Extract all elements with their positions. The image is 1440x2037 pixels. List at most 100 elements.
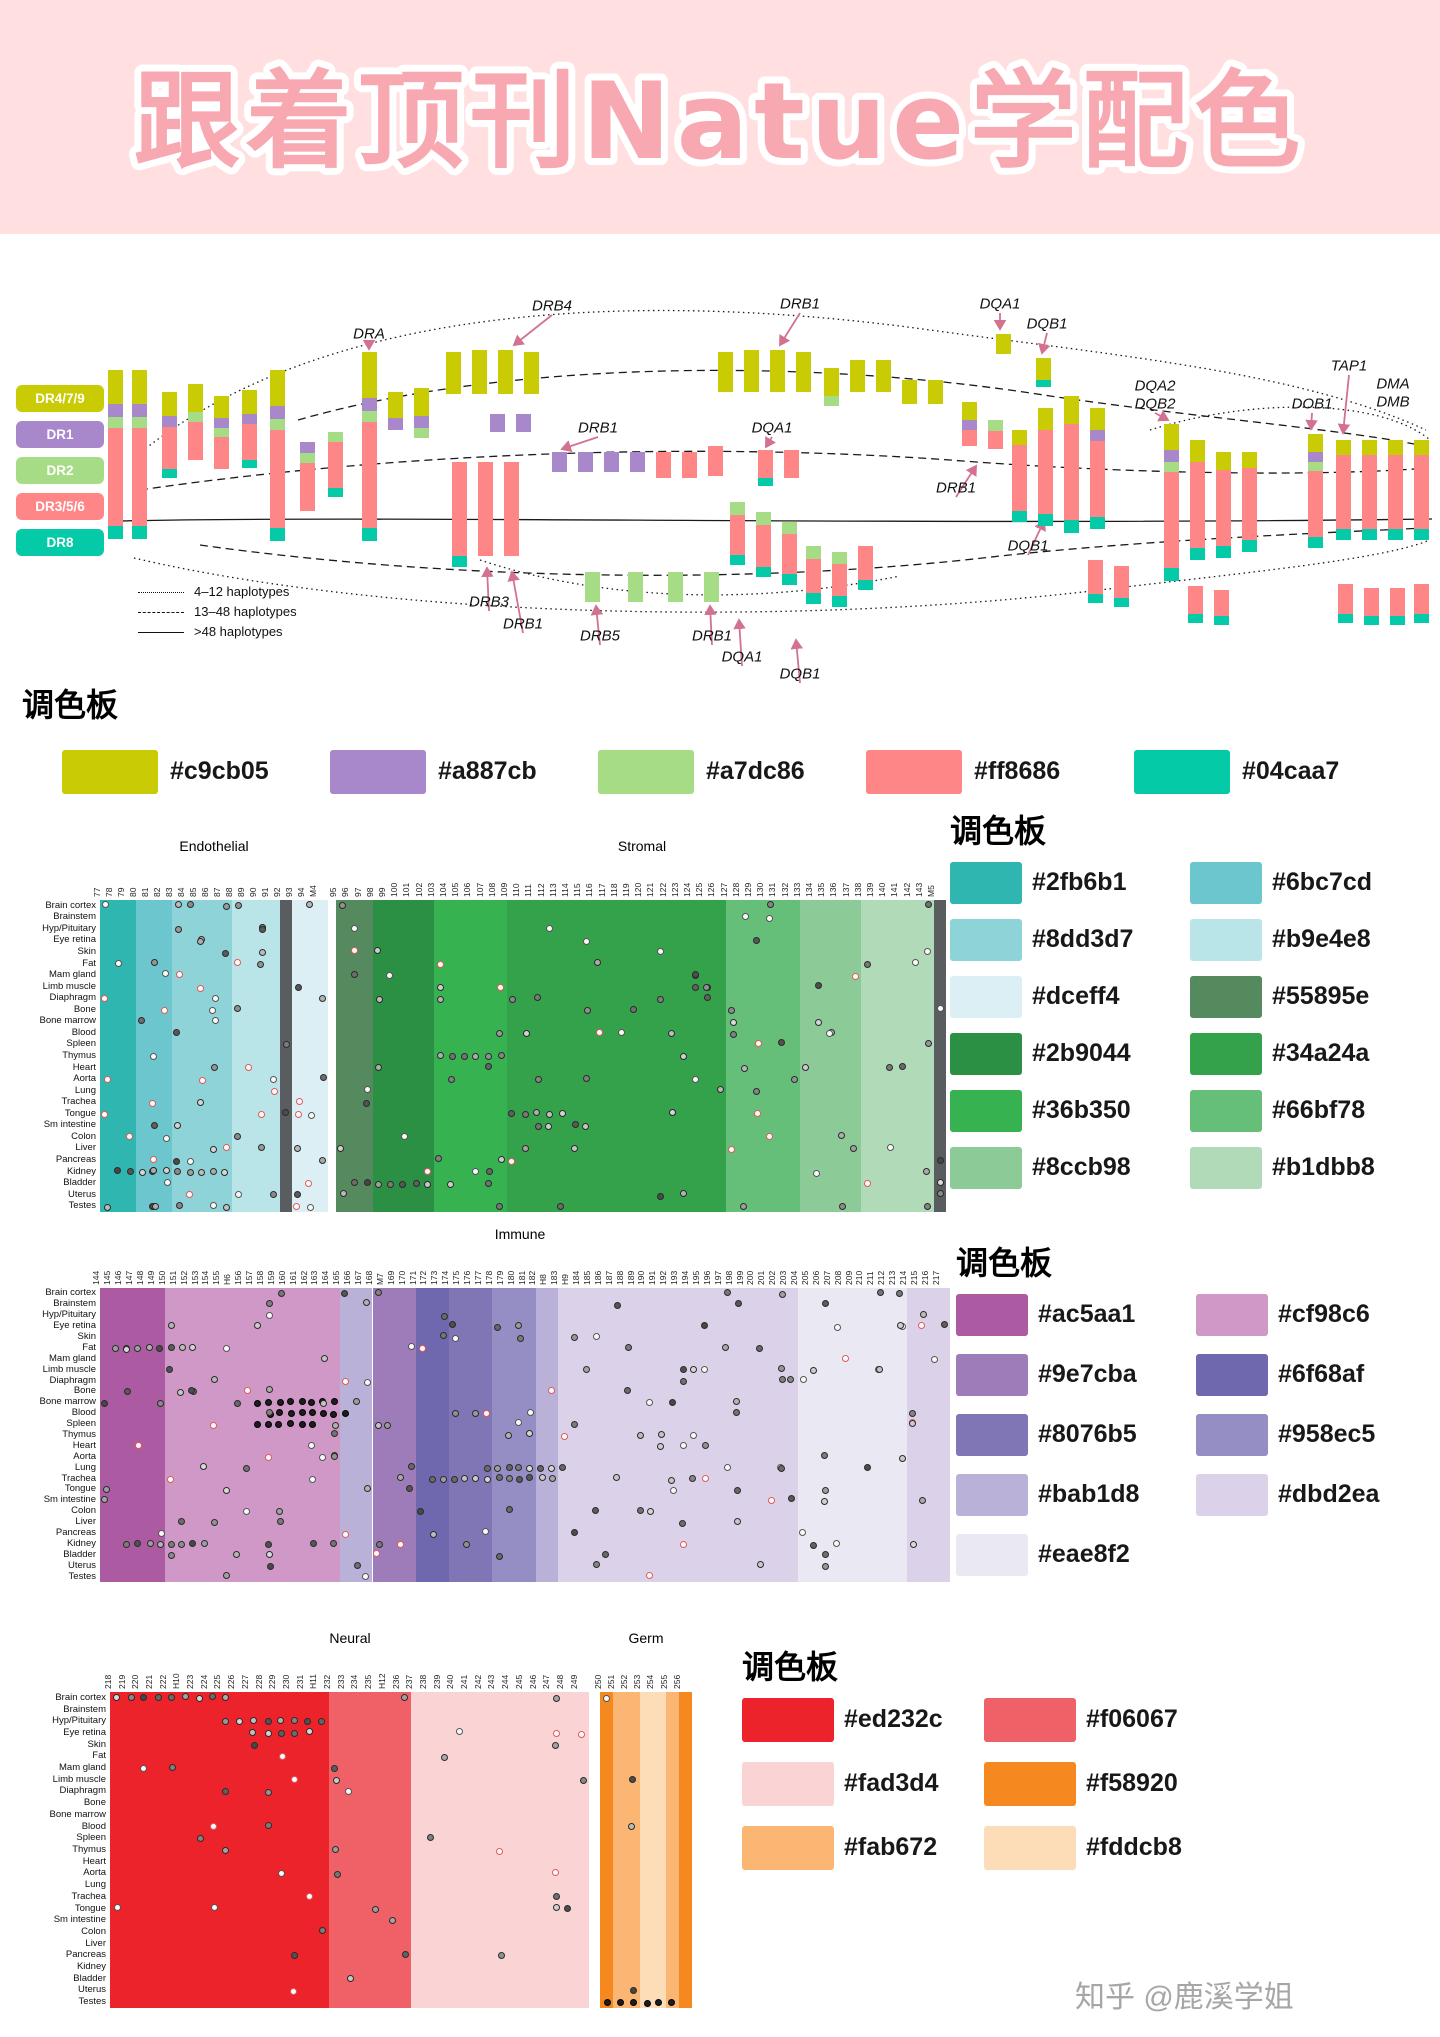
data-dot: [306, 900, 314, 908]
haplotype-bar: [1036, 358, 1051, 387]
data-dot: [924, 901, 932, 909]
data-dot: [875, 1366, 883, 1374]
haplotype-bar: [585, 572, 600, 602]
data-dot: [447, 1076, 455, 1084]
column-header: 154: [200, 1270, 211, 1285]
data-dot: [222, 1693, 229, 1701]
haplotype-bar-segment: [328, 442, 343, 488]
data-dot: [209, 1202, 217, 1210]
gene-label-arrow: [733, 618, 746, 667]
heatmap-band: [136, 900, 172, 1212]
tissue-label: Heart: [72, 1061, 96, 1073]
data-dot: [777, 1039, 785, 1047]
haplotype-bar-segment: [214, 418, 229, 428]
column-header: 215: [908, 1270, 919, 1285]
data-dot: [221, 1717, 229, 1725]
data-dot: [636, 1431, 644, 1439]
data-dot: [740, 1064, 748, 1072]
haplotype-bar: [504, 462, 519, 556]
heatmap-band: [411, 1692, 590, 2008]
haplotype-bar: [552, 452, 567, 472]
tissue-label: Bone: [73, 1385, 96, 1397]
data-dot: [810, 1541, 818, 1549]
data-dot: [727, 1006, 735, 1014]
data-dot: [522, 1030, 530, 1038]
data-dot: [429, 1530, 437, 1538]
data-dot: [362, 1299, 370, 1307]
data-dot: [629, 1006, 637, 1014]
data-dot: [452, 1409, 460, 1417]
data-dot: [646, 1399, 654, 1407]
haplotype-bar-segment: [1064, 520, 1079, 533]
data-dot: [936, 1179, 944, 1187]
gene-label-DQB1: DQB1: [1007, 537, 1049, 555]
haplotype-bar: [414, 388, 429, 438]
data-dot: [556, 1202, 564, 1210]
heatmap-band: [679, 1692, 693, 2008]
data-dot: [496, 1847, 504, 1855]
column-header: H11: [308, 1674, 319, 1689]
tissue-label: Fat: [82, 1341, 96, 1353]
tissue-label: Eye retina: [53, 934, 96, 946]
data-dot: [200, 1463, 208, 1471]
data-dot: [729, 1018, 737, 1026]
column-header: 124: [681, 882, 692, 897]
data-dot: [290, 1730, 298, 1738]
data-dot: [319, 1398, 327, 1406]
haplotype-bar: [630, 452, 645, 472]
data-dot: [668, 1030, 676, 1038]
data-dot: [787, 1376, 795, 1384]
data-dot: [779, 1375, 786, 1383]
tissue-label: Eye retina: [53, 1320, 96, 1332]
column-header: 228: [253, 1674, 264, 1689]
data-dot: [484, 1052, 492, 1060]
data-dot: [222, 1487, 230, 1495]
tissue-label: Diaphragm: [49, 992, 96, 1004]
data-dot: [210, 1421, 218, 1429]
data-dot: [211, 994, 219, 1002]
haplotype-bar-segment: [1336, 455, 1351, 529]
haplotype-bar-segment: [1364, 616, 1379, 625]
palette-swatch: [330, 750, 426, 794]
tissue-label: Diaphragm: [59, 1785, 106, 1797]
column-header: 240: [445, 1674, 456, 1689]
data-dot: [270, 1190, 278, 1198]
heatmap-band: [726, 900, 800, 1212]
data-dot: [497, 983, 504, 991]
column-header: M7: [374, 1273, 385, 1285]
data-dot: [669, 1399, 677, 1407]
data-dot: [174, 926, 182, 934]
data-dot: [151, 1203, 159, 1211]
data-dot: [197, 1169, 205, 1177]
data-dot: [340, 1290, 348, 1298]
data-dot: [754, 1109, 762, 1117]
palette-hex-label: #fad3d4: [844, 1769, 939, 1797]
data-dot: [294, 983, 302, 991]
data-dot: [209, 1167, 217, 1175]
data-dot: [233, 1550, 241, 1558]
data-dot: [436, 995, 444, 1003]
haplotype-bar: [362, 352, 377, 541]
column-header: 128: [730, 882, 741, 897]
heatmap-band: [797, 1288, 907, 1582]
column-header: 151: [167, 1270, 178, 1285]
data-dot: [209, 1007, 217, 1015]
data-dot: [583, 1007, 591, 1015]
data-dot: [150, 1155, 158, 1163]
data-dot: [886, 1144, 894, 1152]
tissue-label: Trachea: [71, 1890, 107, 1902]
column-header: 176: [462, 1270, 473, 1285]
data-dot: [628, 1776, 636, 1784]
heatmap-band: [860, 900, 934, 1212]
haplotype-bar-segment: [388, 418, 403, 430]
haplotype-bar-segment: [628, 572, 643, 602]
haplotype-bar-segment: [1214, 590, 1229, 616]
column-header: 132: [779, 882, 790, 897]
haplotype-bar-segment: [1390, 616, 1405, 625]
gene-label-arrows: [362, 312, 1351, 684]
heatmap-band: [536, 1288, 558, 1582]
haplotype-bar-segment: [524, 352, 539, 394]
heatmap-band: [232, 900, 280, 1212]
tissue-label: Pancreas: [55, 1154, 96, 1165]
